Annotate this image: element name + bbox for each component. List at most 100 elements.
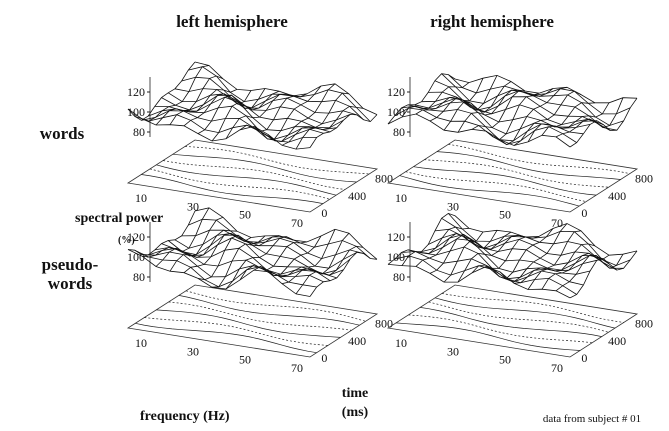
tick-label: 120 — [387, 230, 405, 244]
contour — [185, 290, 366, 322]
mesh-line — [239, 93, 308, 132]
mesh-line — [127, 210, 196, 256]
mesh-line — [429, 230, 498, 274]
mesh-line — [267, 229, 336, 278]
base-plane — [386, 284, 639, 358]
mesh-line — [194, 207, 378, 260]
mesh-line — [155, 216, 224, 267]
tick-label: 70 — [551, 216, 563, 230]
mesh-line — [239, 241, 308, 281]
tick-label: 800 — [375, 317, 393, 331]
axis-label: spectral power — [75, 211, 163, 226]
tick-label: 10 — [395, 191, 407, 205]
mesh-line — [441, 73, 624, 126]
mesh-line — [387, 73, 456, 125]
row-label: pseudo-words — [42, 255, 99, 293]
base-plane — [386, 139, 639, 213]
contour — [135, 322, 317, 354]
tick-label: 50 — [239, 208, 251, 222]
tick-label: 800 — [635, 172, 653, 186]
tick-label: 80 — [133, 125, 145, 139]
contour — [149, 168, 330, 200]
tick-label: 400 — [348, 334, 366, 348]
tick-label: 80 — [393, 125, 405, 139]
mesh-line — [181, 229, 364, 260]
tick-label: 50 — [239, 353, 251, 367]
mesh-line — [197, 234, 266, 281]
tick-label: 120 — [387, 85, 405, 99]
mesh-line — [429, 75, 498, 122]
mesh-line — [387, 264, 571, 299]
tick-label: 100 — [127, 105, 145, 119]
mesh-line — [513, 90, 582, 146]
mesh-line — [471, 236, 540, 274]
mesh-line — [527, 102, 596, 143]
mesh-line — [499, 223, 568, 283]
tick-label: 10 — [395, 336, 407, 350]
mesh-line — [211, 90, 280, 142]
axis-unit: (%) — [118, 235, 135, 246]
contour — [405, 171, 587, 202]
mesh-line — [401, 82, 470, 118]
mesh-line — [295, 245, 364, 295]
contour — [156, 164, 337, 196]
mesh-line — [471, 90, 540, 130]
mesh-line — [253, 85, 322, 140]
mesh-line — [457, 234, 526, 283]
mesh-line — [527, 243, 596, 290]
tick-label: 120 — [127, 85, 145, 99]
mesh-line — [169, 89, 238, 125]
tick-label: 100 — [387, 250, 405, 264]
mesh-line — [569, 250, 638, 299]
mesh-line — [281, 92, 350, 146]
mesh-line — [194, 61, 378, 115]
mesh-line — [197, 88, 266, 134]
axis-label: time (ms) — [342, 386, 369, 420]
mesh-line — [401, 226, 470, 266]
tick-label: 50 — [499, 353, 511, 367]
mesh-line — [253, 235, 322, 277]
contour — [141, 174, 324, 204]
mesh-line — [415, 231, 484, 267]
tick-label: 30 — [447, 344, 459, 358]
mesh-line — [454, 215, 638, 256]
mesh-line — [174, 232, 358, 269]
mesh-line — [421, 233, 604, 271]
mesh-line — [183, 232, 252, 274]
mesh-line — [415, 78, 484, 115]
contour — [428, 301, 609, 333]
tick-label: 400 — [348, 189, 366, 203]
mesh-line — [454, 74, 638, 104]
mesh-line — [309, 113, 378, 148]
tick-label: 0 — [581, 206, 587, 220]
mesh-line — [414, 238, 597, 273]
mesh-line — [267, 83, 336, 142]
tick-label: 70 — [291, 361, 303, 375]
tick-label: 70 — [551, 361, 563, 375]
mesh-line — [443, 81, 512, 131]
tick-label: 400 — [608, 189, 626, 203]
mesh-line — [188, 218, 371, 259]
mesh-line — [428, 91, 611, 131]
mesh-line — [134, 249, 317, 288]
contour — [436, 151, 621, 180]
mesh-line — [174, 88, 358, 116]
contour — [424, 159, 609, 188]
axis-label: frequency (Hz) — [140, 409, 230, 424]
mesh-line — [211, 235, 280, 288]
tick-label: 0 — [581, 351, 587, 365]
tick-label: 120 — [127, 230, 145, 244]
mesh-line — [513, 230, 582, 284]
mesh-line — [401, 251, 584, 286]
contour — [434, 297, 616, 329]
tick-label: 0 — [321, 206, 327, 220]
mesh-line — [134, 114, 317, 143]
mesh-line — [141, 251, 324, 283]
tick-label: 70 — [291, 216, 303, 230]
mesh-line — [155, 75, 224, 126]
mesh-line — [443, 231, 512, 283]
mesh-line — [141, 110, 324, 142]
mesh-line — [485, 228, 554, 280]
contour — [408, 314, 593, 344]
